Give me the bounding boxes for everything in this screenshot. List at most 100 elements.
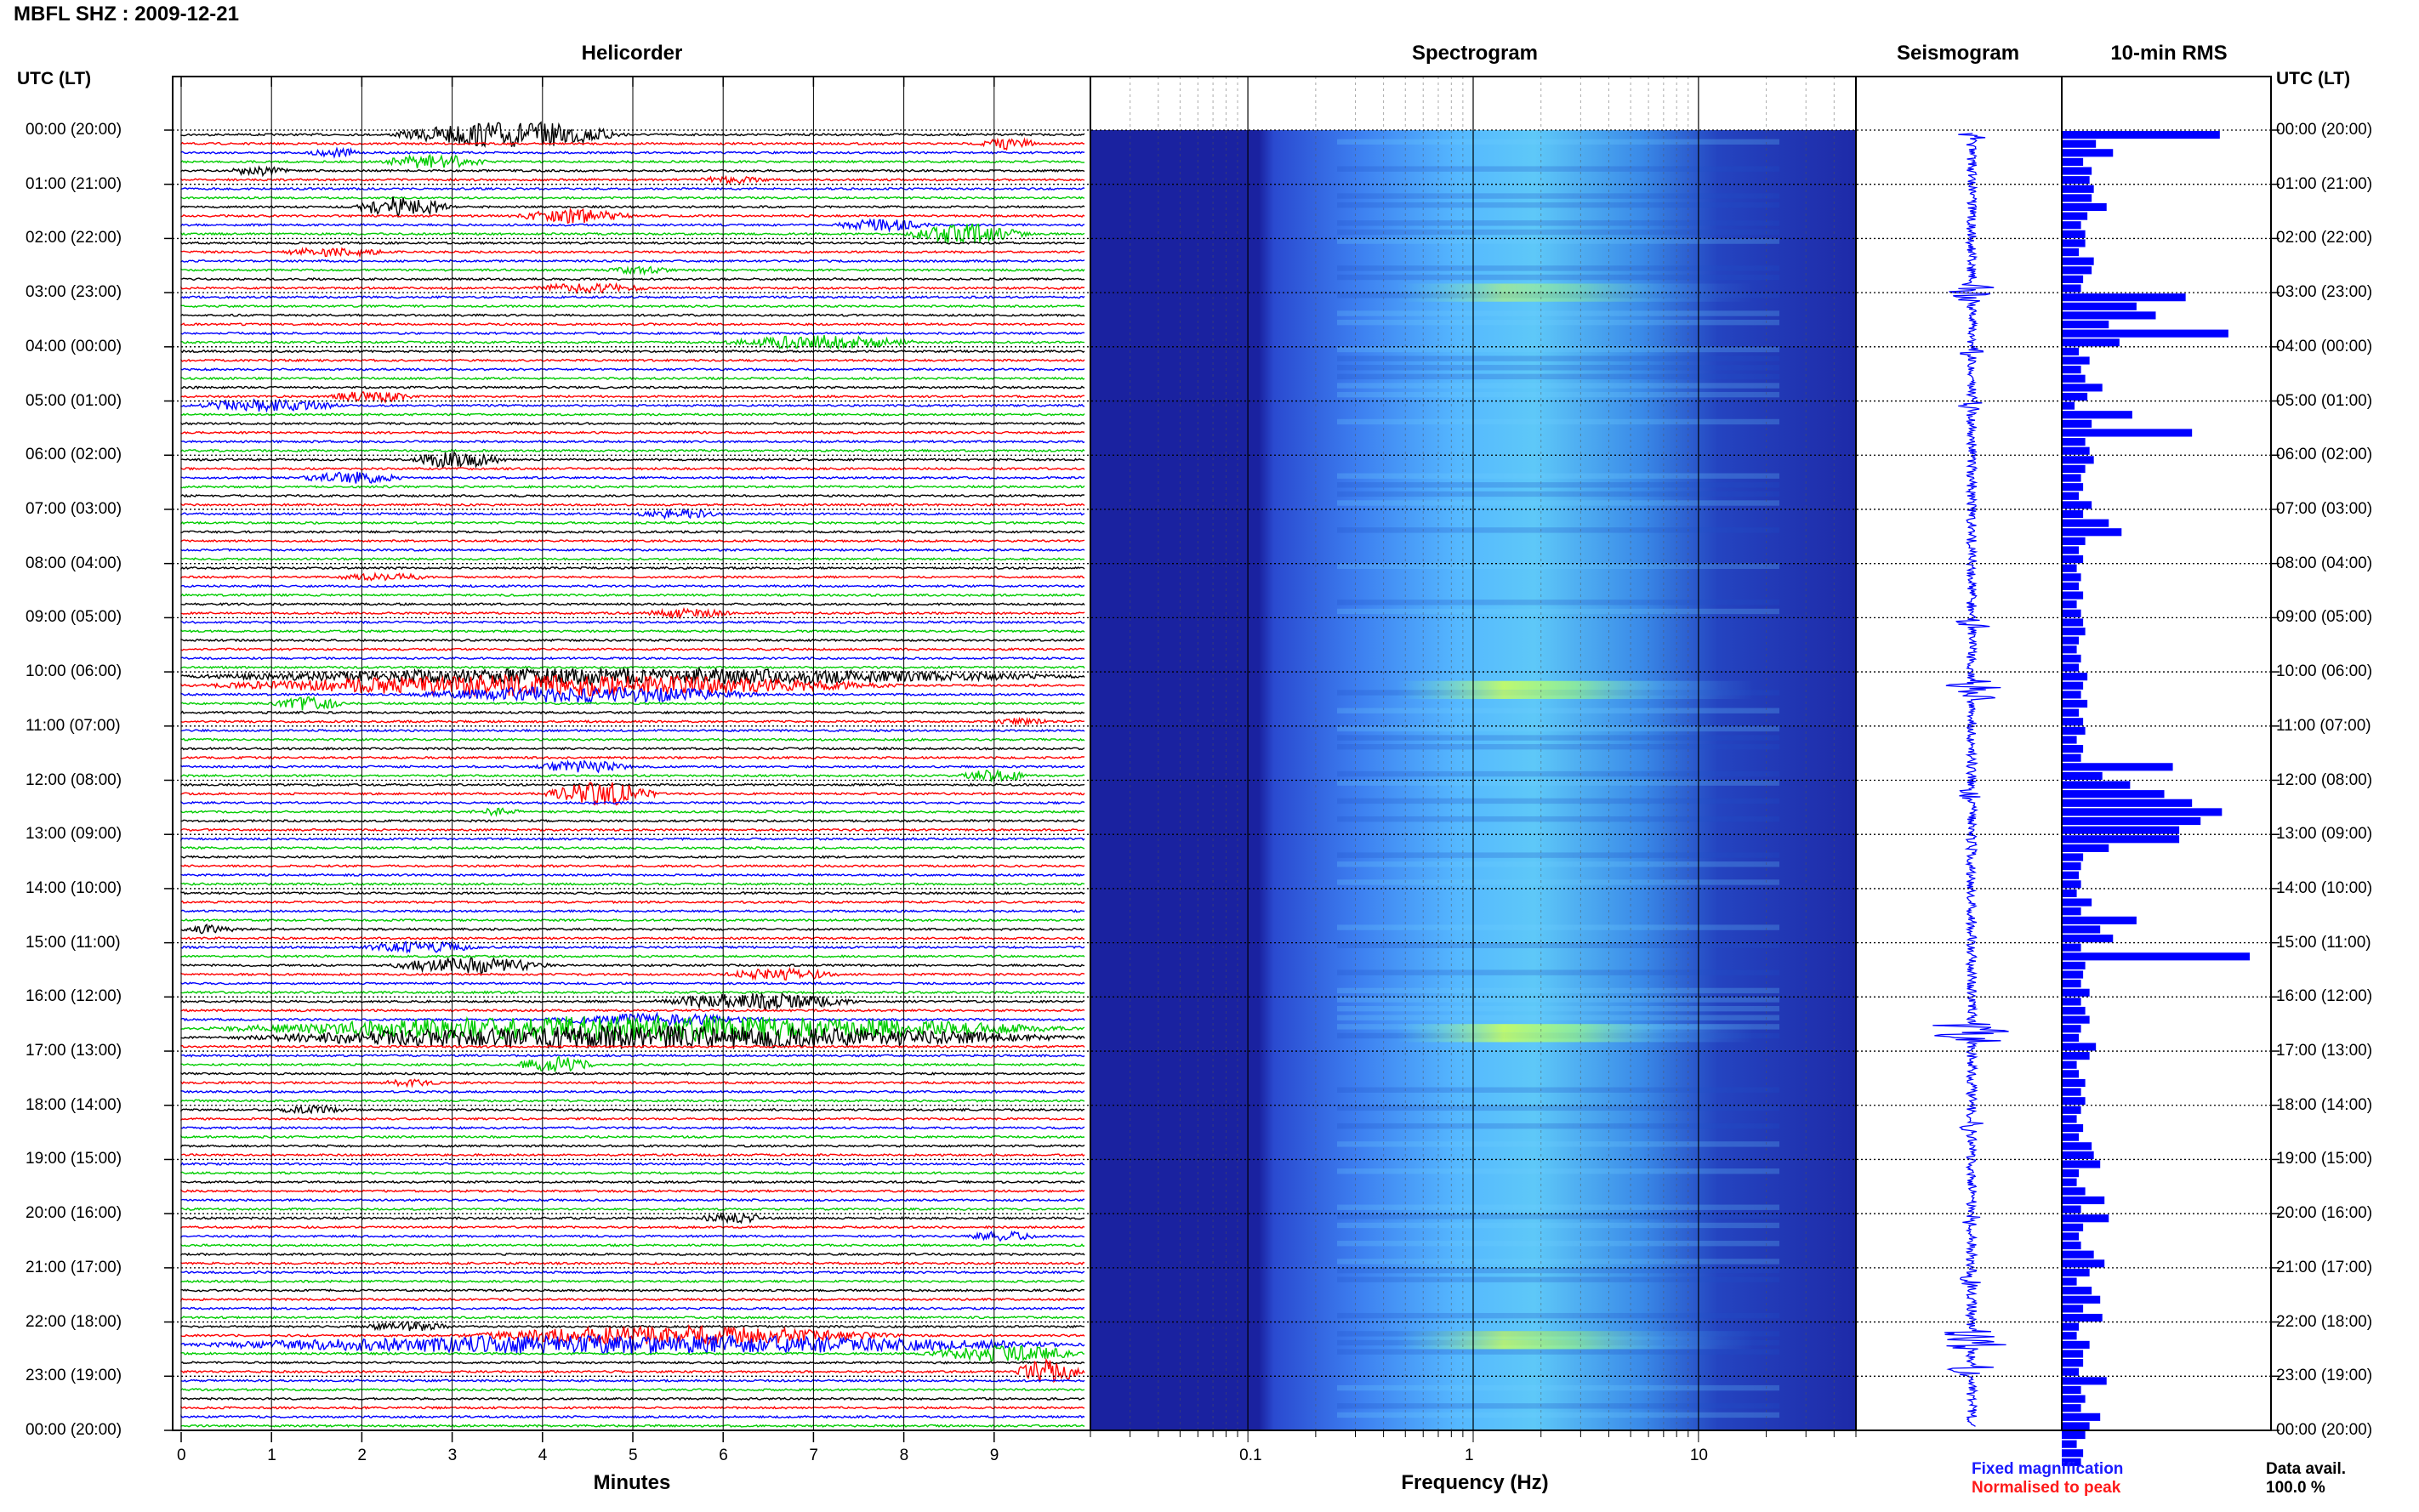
spectrogram-band bbox=[1337, 1015, 1779, 1020]
rms-bar bbox=[2062, 1431, 2086, 1440]
helicorder-trace bbox=[180, 557, 1085, 561]
spectrogram-band bbox=[1337, 600, 1779, 605]
time-label-left: 14:00 (10:00) bbox=[26, 878, 122, 897]
helicorder-trace bbox=[180, 566, 1085, 571]
helicorder-trace bbox=[180, 276, 1085, 281]
spectrogram-band bbox=[1337, 1105, 1779, 1111]
rms-bar bbox=[2062, 1295, 2101, 1304]
rms-bar bbox=[2062, 157, 2084, 166]
rms-bar bbox=[2062, 275, 2084, 284]
time-label-right: 00:00 (20:00) bbox=[2276, 121, 2373, 139]
helicorder-tick-label: 9 bbox=[989, 1447, 999, 1464]
helicorder-trace bbox=[180, 696, 1085, 711]
helicorder-trace bbox=[180, 448, 1085, 453]
rms-bar bbox=[2062, 808, 2223, 816]
time-label-left: 16:00 (12:00) bbox=[26, 987, 122, 1006]
spectrogram-band bbox=[1337, 391, 1779, 398]
rms-bar bbox=[2062, 1169, 2080, 1178]
helicorder-tick-label: 7 bbox=[809, 1447, 818, 1464]
helicorder-trace bbox=[180, 1321, 1085, 1332]
rms-bar bbox=[2062, 446, 2090, 455]
helicorder-trace bbox=[180, 358, 1085, 363]
spectrogram-band bbox=[1337, 193, 1779, 199]
time-label-left: 19:00 (15:00) bbox=[26, 1150, 122, 1168]
spectrogram-band bbox=[1337, 1259, 1779, 1265]
rms-bar bbox=[2062, 844, 2109, 852]
helicorder-trace bbox=[180, 218, 1085, 233]
spectrogram-band bbox=[1337, 725, 1779, 732]
helicorder-trace bbox=[180, 818, 1085, 823]
helicorder-trace bbox=[180, 196, 1085, 218]
spectrogram-band bbox=[1337, 1384, 1779, 1391]
helicorder-trace bbox=[180, 137, 1084, 151]
spectrogram-xlabel: Frequency (Hz) bbox=[1401, 1471, 1549, 1494]
helicorder-trace bbox=[180, 520, 1085, 526]
time-label-left: 10:00 (06:00) bbox=[26, 662, 122, 681]
helicorder-trace bbox=[180, 1424, 1085, 1429]
helicorder-trace bbox=[180, 451, 1085, 469]
rms-bar bbox=[2062, 970, 2084, 979]
helicorder-trace bbox=[180, 503, 1085, 508]
spectrogram-band bbox=[1337, 861, 1779, 867]
rms-bar bbox=[2062, 1313, 2103, 1322]
helicorder-trace bbox=[180, 1323, 1085, 1346]
spectrogram-band bbox=[1337, 473, 1779, 479]
helicorder-tick-label: 6 bbox=[719, 1447, 728, 1464]
spectrogram-band bbox=[1337, 491, 1779, 497]
time-label-right: 02:00 (22:00) bbox=[2276, 229, 2373, 247]
helicorder-trace bbox=[180, 247, 1085, 259]
spectrogram-hot-band bbox=[1397, 1032, 1754, 1043]
spectrogram-band bbox=[1337, 1005, 1779, 1012]
helicorder-trace bbox=[180, 508, 1085, 520]
helicorder-trace bbox=[180, 782, 1085, 806]
helicorder-tick-label: 3 bbox=[447, 1447, 458, 1464]
helicorder-trace bbox=[180, 1015, 1085, 1042]
rms-bar bbox=[2062, 1413, 2101, 1421]
spectrogram-band bbox=[1337, 1123, 1779, 1129]
helicorder-trace bbox=[180, 1011, 1085, 1027]
spectrogram-band bbox=[1337, 816, 1779, 822]
rms-bar bbox=[2062, 537, 2086, 545]
spectrogram-band bbox=[1337, 735, 1779, 741]
panel-frame bbox=[1855, 76, 2063, 1431]
helicorder-xlabel: Minutes bbox=[593, 1471, 671, 1494]
time-label-left: 00:00 (20:00) bbox=[26, 1421, 122, 1439]
helicorder-trace bbox=[180, 1270, 1085, 1275]
helicorder-trace bbox=[180, 1387, 1085, 1392]
time-label-right: 20:00 (16:00) bbox=[2276, 1204, 2373, 1223]
helicorder-trace bbox=[180, 837, 1085, 842]
helicorder-title: Helicorder bbox=[581, 42, 683, 65]
rms-bar bbox=[2062, 1043, 2097, 1051]
time-label-right: 11:00 (07:00) bbox=[2276, 716, 2371, 735]
spectrogram-band bbox=[1337, 373, 1779, 380]
rms-bar bbox=[2062, 239, 2086, 247]
helicorder-trace bbox=[180, 1344, 1085, 1363]
rms-bar bbox=[2062, 889, 2077, 898]
spectrogram-hot-band bbox=[1397, 1024, 1754, 1033]
helicorder-trace bbox=[180, 121, 1085, 149]
rms-bar bbox=[2062, 799, 2193, 807]
spectrogram-title: Spectrogram bbox=[1411, 42, 1539, 65]
rms-bar bbox=[2062, 1033, 2080, 1042]
helicorder-trace bbox=[180, 924, 1085, 935]
rms-bar bbox=[2062, 618, 2084, 627]
rms-bar bbox=[2062, 952, 2250, 961]
helicorder-trace bbox=[180, 1315, 1085, 1320]
rms-bar bbox=[2062, 1322, 2080, 1331]
rms-bar bbox=[2062, 284, 2081, 293]
time-label-right: 03:00 (23:00) bbox=[2276, 283, 2373, 302]
rms-bar bbox=[2062, 1377, 2107, 1385]
helicorder-trace bbox=[180, 334, 1085, 350]
rms-bar bbox=[2062, 1350, 2084, 1358]
rms-bar bbox=[2062, 1242, 2081, 1250]
time-label-right: 19:00 (15:00) bbox=[2276, 1150, 2373, 1168]
helicorder-trace bbox=[180, 391, 1085, 404]
helicorder-trace bbox=[180, 349, 1085, 354]
rms-bar bbox=[2062, 1340, 2090, 1349]
rms-bar bbox=[2062, 1214, 2109, 1223]
helicorder-trace bbox=[180, 1252, 1085, 1257]
helicorder-tick-label: 0 bbox=[177, 1447, 186, 1464]
spectrogram-hot-band bbox=[1397, 293, 1754, 302]
helicorder-trace bbox=[180, 295, 1085, 299]
rms-bar bbox=[2062, 1123, 2084, 1133]
